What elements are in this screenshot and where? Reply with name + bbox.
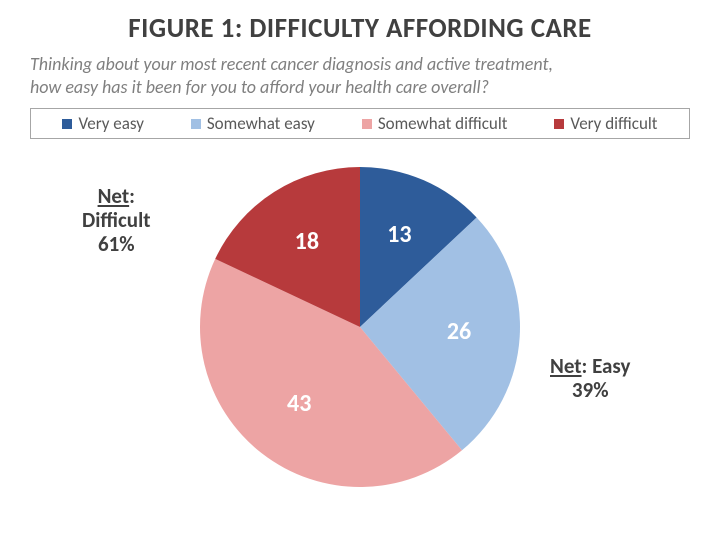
legend-item-very-easy: Very easy	[62, 113, 143, 134]
annotation-pct: 61%	[98, 231, 135, 257]
subtitle-line-2: how easy has it been for you to afford y…	[30, 76, 489, 98]
annotation-line2: Difficult	[82, 207, 151, 233]
annotation-net-easy: Net: Easy 39%	[550, 354, 630, 402]
legend-label: Somewhat difficult	[378, 113, 508, 134]
pie-slice-label: 26	[447, 317, 471, 346]
legend-label: Very easy	[78, 113, 143, 134]
pie-slice-label: 43	[287, 389, 311, 418]
legend-item-very-difficult: Very difficult	[554, 113, 657, 134]
figure-title: FIGURE 1: DIFFICULTY AFFORDING CARE	[30, 12, 690, 45]
pie-chart: 13 26 43 18	[190, 157, 530, 502]
legend-item-somewhat-difficult: Somewhat difficult	[362, 113, 508, 134]
legend: Very easy Somewhat easy Somewhat difficu…	[30, 108, 690, 139]
legend-label: Somewhat easy	[207, 113, 315, 134]
swatch-somewhat-easy	[191, 119, 201, 129]
annotation-pct: 39%	[572, 377, 609, 403]
pie-slice-label: 18	[295, 227, 319, 256]
annotation-rest: :	[129, 183, 135, 209]
annotation-net-difficult: Net: Difficult 61%	[82, 184, 151, 256]
swatch-very-difficult	[554, 119, 564, 129]
swatch-somewhat-difficult	[362, 119, 372, 129]
legend-item-somewhat-easy: Somewhat easy	[191, 113, 315, 134]
annotation-prefix: Net	[550, 353, 582, 379]
annotation-prefix: Net	[98, 183, 130, 209]
legend-label: Very difficult	[570, 113, 657, 134]
figure-subtitle: Thinking about your most recent cancer d…	[30, 53, 690, 98]
swatch-very-easy	[62, 119, 72, 129]
pie-svg: 13 26 43 18	[190, 157, 530, 497]
pie-slice-label: 13	[387, 220, 411, 249]
figure-container: FIGURE 1: DIFFICULTY AFFORDING CARE Thin…	[0, 0, 720, 540]
chart-area: Net: Difficult 61% 13264318 Net: Easy 39…	[30, 139, 690, 519]
annotation-rest: : Easy	[582, 353, 631, 379]
subtitle-line-1: Thinking about your most recent cancer d…	[30, 53, 553, 75]
